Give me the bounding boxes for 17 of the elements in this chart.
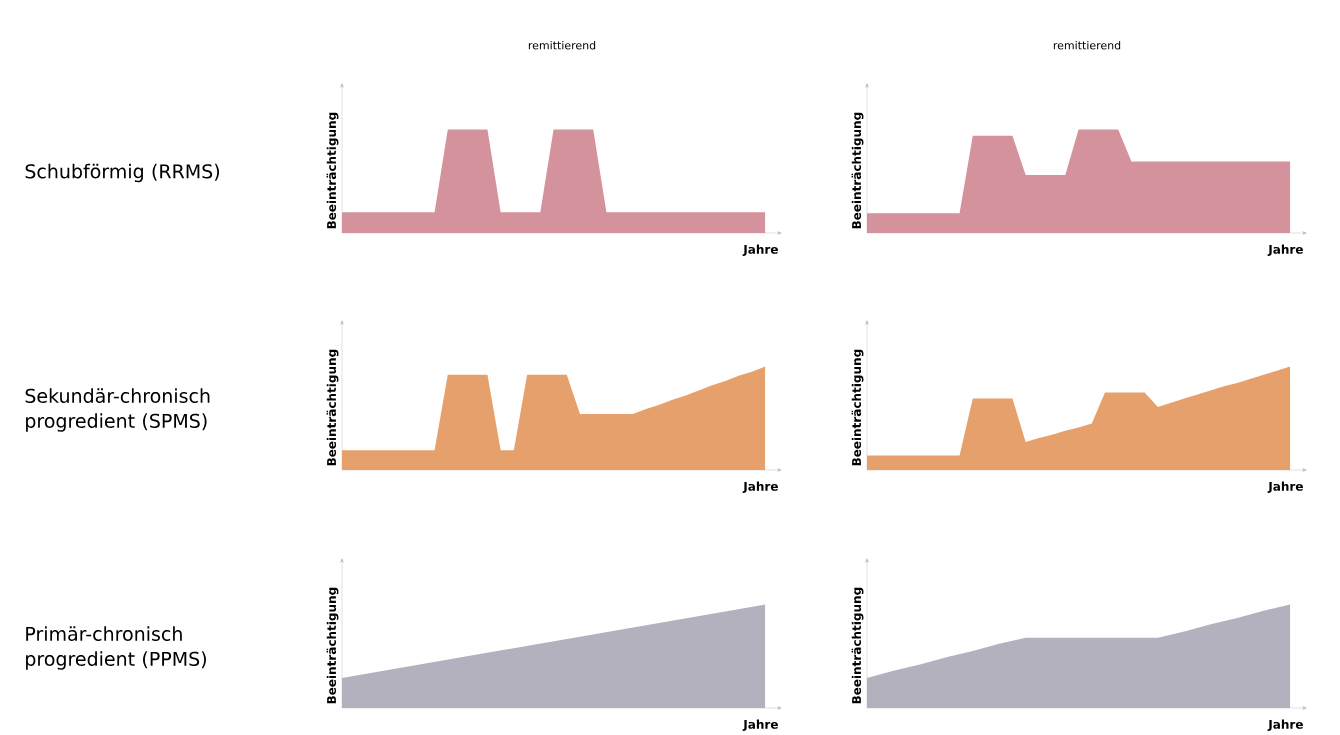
annotation: Primär-chronisch progredient (PPMS) (26, 626, 206, 670)
x-axis-title: Jahre (1267, 244, 1303, 257)
y-axis-title: Beeinträchtigung (326, 349, 339, 466)
x-axis-title: Jahre (1267, 481, 1303, 494)
x-axis-title: Jahre (1267, 719, 1303, 732)
chart-title: remittierend (528, 40, 596, 50)
x-axis-title: Jahre (742, 244, 778, 257)
y-axis-title: Beeinträchtigung (851, 587, 864, 704)
x-axis-title: Jahre (742, 481, 778, 494)
y-axis-title: Beeinträchtigung (851, 112, 864, 229)
y-axis-title: Beeinträchtigung (326, 587, 339, 704)
text: Schubförmig (RRMS) (25, 163, 220, 183)
y-axis-title: Beeinträchtigung (851, 349, 864, 466)
chart-title: remittierend (1053, 40, 1121, 50)
text: Sekundär-chronisch progredient (SPMS) (25, 388, 210, 432)
x-axis-title: Jahre (742, 719, 778, 732)
y-axis-title: Beeinträchtigung (326, 112, 339, 229)
